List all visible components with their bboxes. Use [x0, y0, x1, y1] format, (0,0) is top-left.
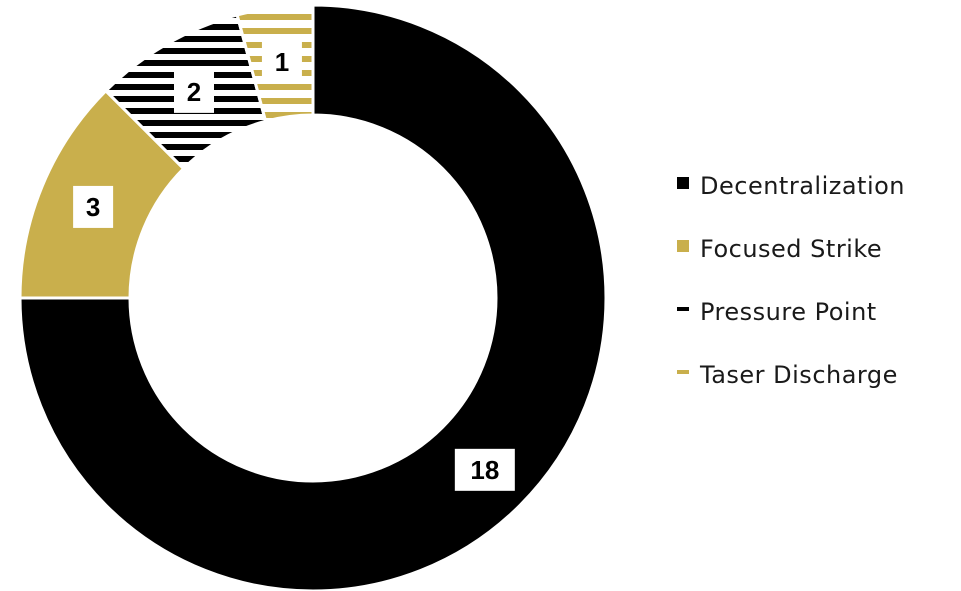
data-label-text: 18 — [470, 455, 499, 485]
data-label-text: 1 — [275, 47, 289, 77]
legend-marker — [677, 240, 689, 252]
data-label-focused-strike: 3 — [73, 185, 114, 228]
data-labels: 18 3 2 1 — [73, 41, 515, 491]
data-label-taser-discharge: 1 — [261, 41, 302, 84]
legend-marker — [677, 370, 689, 374]
data-label-box — [73, 185, 114, 228]
data-label-text: 3 — [86, 192, 100, 222]
data-label-box — [261, 41, 302, 84]
legend-label: Pressure Point — [700, 298, 877, 326]
legend-entry-taser-discharge: Taser Discharge — [677, 361, 898, 389]
legend-label: Focused Strike — [700, 235, 882, 263]
data-label-box — [174, 70, 214, 113]
legend-marker — [677, 177, 689, 189]
donut-slices — [18, 3, 608, 591]
data-label-pressure-point: 2 — [174, 70, 214, 113]
legend-label: Decentralization — [700, 172, 905, 200]
legend-entry-pressure-point: Pressure Point — [677, 298, 877, 326]
slice-decentralization — [18, 3, 608, 591]
legend-label: Taser Discharge — [699, 361, 898, 389]
data-label-box — [454, 448, 515, 491]
data-label-text: 2 — [187, 77, 201, 107]
data-label-decentralization: 18 — [454, 448, 515, 491]
legend: Decentralization Focused Strike Pressure P… — [677, 172, 905, 389]
legend-marker — [677, 307, 689, 311]
legend-entry-focused-strike: Focused Strike — [677, 235, 882, 263]
legend-entry-decentralization: Decentralization — [677, 172, 905, 200]
